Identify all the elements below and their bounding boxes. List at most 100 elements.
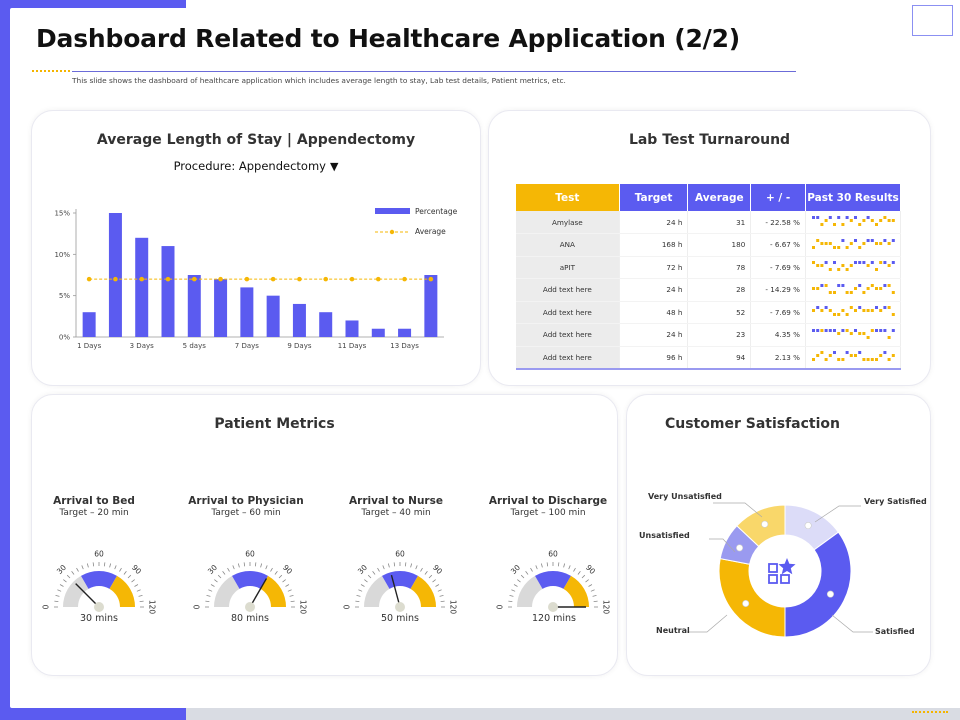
average-point [191, 276, 197, 282]
gauge-tick [71, 571, 75, 575]
sparkline-dot [883, 283, 887, 287]
gauge-scale-label: 60 [94, 550, 104, 559]
bar [82, 312, 96, 337]
bar [292, 303, 306, 337]
gauge-band-low [214, 575, 240, 607]
cell-past-results [805, 233, 902, 257]
sparkline-dot [841, 264, 845, 268]
gauge-tick [243, 562, 246, 567]
col-header-diff: + / - [750, 184, 806, 211]
cell-past-results [805, 256, 902, 279]
past-results-sparkline [812, 238, 895, 249]
average-point [113, 276, 118, 282]
leader-line [814, 505, 861, 523]
gauge-tick [513, 584, 518, 587]
sparkline-dot [820, 328, 824, 332]
gauge-tick [134, 584, 139, 587]
gauge-tick [282, 579, 286, 583]
sparkline-dot [812, 245, 815, 249]
sparkline-dot [866, 264, 870, 268]
cell-target: 168 h [619, 233, 689, 257]
average-point [323, 276, 329, 282]
gauge-tick [237, 563, 240, 568]
donut-segment [736, 504, 786, 548]
gauge-hub [94, 602, 104, 612]
page-subtitle: This slide shows the dashboard of health… [72, 76, 566, 85]
gauge-scale-label: 0 [42, 604, 51, 609]
sparkline-dot [858, 351, 862, 354]
gauge-tick [568, 565, 571, 570]
customer-satisfaction-card: Customer Satisfaction Very Unsatisfied U… [626, 394, 931, 676]
gauge-tick [517, 579, 521, 583]
gauge-tick [265, 565, 268, 570]
gauge-band-high [563, 575, 589, 607]
procedure-selector[interactable]: Procedure: Appendectomy ▼ [32, 159, 480, 173]
shapes-star-icon [768, 558, 796, 584]
cell-average: 31 [687, 211, 752, 234]
gauge-scale-label: 60 [548, 550, 558, 559]
sparkline-dot [828, 309, 832, 313]
cell-past-results [805, 323, 902, 347]
gauge-scale-label: 90 [130, 563, 143, 576]
average-point [218, 276, 223, 282]
cell-target: 24 h [619, 278, 689, 302]
gauge-scale-label: 30 [206, 563, 219, 576]
bar [108, 213, 122, 337]
legend-average-point [389, 229, 395, 235]
average-point [297, 276, 302, 282]
sparkline-dot [866, 216, 870, 219]
cell-average: 94 [687, 346, 752, 370]
gauge-tick [210, 584, 215, 587]
gauge-band-mid [232, 571, 268, 589]
x-tick-label: 5 days [183, 342, 207, 350]
sparkline-dot [879, 219, 883, 222]
gauge-band-mid [535, 571, 571, 589]
sparkline-dot [841, 328, 845, 332]
bar [187, 275, 201, 337]
gauge-tick [535, 565, 538, 570]
sparkline-dot [837, 245, 841, 249]
icon-star [778, 558, 796, 575]
donut-segment [784, 531, 852, 638]
col-header-test: Test [516, 184, 620, 211]
gauge-physician-title: Arrival to Physician [188, 495, 304, 507]
sparkline-dot [833, 351, 836, 354]
gauge-tick [57, 589, 62, 592]
sparkline-dot [858, 223, 862, 226]
sparkline-dot [854, 328, 857, 332]
gauge-tick [420, 567, 423, 572]
gauge-bed-value: 30 mins [80, 613, 118, 624]
sparkline-dot [837, 268, 841, 272]
gauge-tick [393, 562, 396, 567]
gauge-tick [222, 571, 226, 575]
sparkline-dot [828, 216, 832, 219]
gauge-band-high [410, 575, 436, 607]
gauge-tick [525, 571, 529, 575]
gauge-tick [530, 567, 533, 572]
x-tick-label: 3 Days [130, 342, 155, 350]
past-results-sparkline [812, 261, 895, 272]
label-neutral: Neutral [656, 626, 690, 635]
sparkline-dot [883, 328, 887, 332]
sparkline-dot [866, 309, 870, 313]
label-very-satisfied: Very Satisfied [864, 497, 927, 506]
cell-test: Amylase [516, 211, 620, 234]
sparkline-dot [870, 238, 874, 242]
gauge-tick [131, 579, 135, 583]
cell-past-results [805, 346, 902, 370]
gauge-tick [109, 563, 112, 568]
past-results-sparkline [812, 283, 895, 294]
sparkline-dot [845, 290, 849, 294]
gauge-tick [577, 571, 581, 575]
sparkline-dot [816, 306, 820, 310]
past-results-sparkline [812, 328, 895, 339]
bar [135, 237, 149, 337]
gauge-tick [289, 594, 294, 597]
gauge-scale-label: 120 [299, 600, 308, 615]
cell-diff: - 14.29 % [750, 278, 806, 302]
col-header-target: Target [619, 184, 689, 211]
sparkline-dot [828, 328, 832, 332]
sparkline-dot [879, 241, 883, 245]
sparkline-dot [891, 328, 895, 332]
sparkline-dot [833, 328, 836, 332]
